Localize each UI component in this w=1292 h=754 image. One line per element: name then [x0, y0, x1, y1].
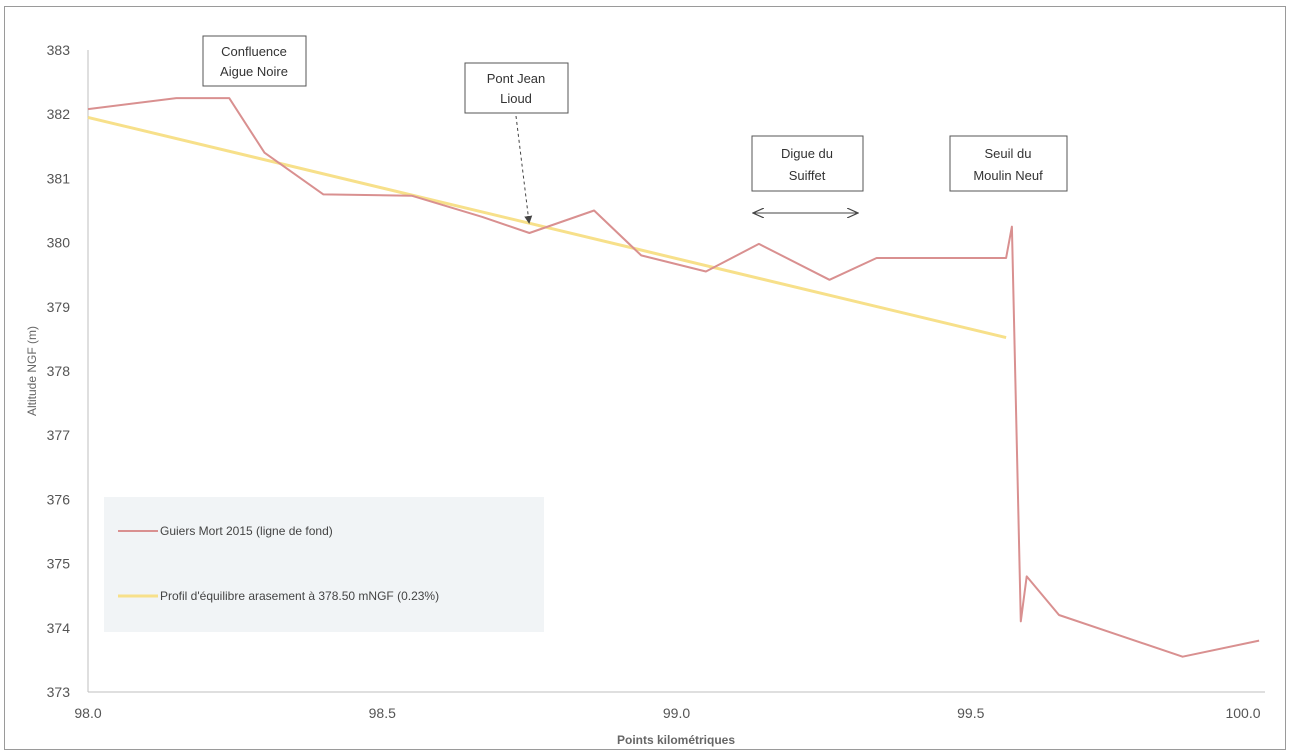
y-tick-label: 381: [47, 170, 71, 186]
y-tick-label: 378: [47, 363, 71, 379]
y-tick-label: 376: [47, 491, 71, 507]
x-tick-label: 98.0: [74, 705, 101, 721]
annotation-pont-jean-lioud: Pont Jean Lioud: [464, 62, 569, 224]
y-tick-label: 375: [47, 556, 71, 572]
legend-label-series-1: Guiers Mort 2015 (ligne de fond): [160, 524, 333, 538]
y-tick-label: 377: [47, 427, 71, 443]
annotation-line-2: Suiffet: [789, 168, 826, 183]
y-tick-label: 374: [47, 620, 71, 636]
annotation-box: [202, 35, 307, 87]
annotation-arrow: [515, 115, 533, 224]
y-tick-label: 380: [47, 235, 71, 251]
annotation-line-1: Digue du: [781, 146, 833, 161]
y-tick-label: 382: [47, 106, 71, 122]
x-axis-title: Points kilométriques: [617, 733, 735, 747]
annotation-box: [464, 62, 569, 114]
annotation-line-2: Aigue Noire: [220, 64, 288, 79]
x-tick-label: 100.0: [1225, 705, 1260, 721]
annotation-digue-du-suiffet: Digue du Suiffet: [751, 135, 864, 213]
annotation-line-2: Moulin Neuf: [973, 168, 1043, 183]
annotation-line-1: Pont Jean: [487, 71, 546, 86]
annotation-line-2: Lioud: [500, 91, 532, 106]
legend-background: [104, 497, 544, 632]
y-tick-label: 379: [47, 299, 71, 315]
series-layer: [87, 97, 1260, 658]
legend-label-series-2: Profil d'équilibre arasement à 378.50 mN…: [160, 589, 439, 603]
annotation-line-1: Confluence: [221, 44, 287, 59]
annotation-box: [949, 135, 1068, 192]
annotation-confluence: Confluence Aigue Noire: [202, 35, 307, 87]
series-line-guiers-mort: [87, 97, 1260, 658]
annotation-line-1: Seuil du: [985, 146, 1032, 161]
annotation-box: [751, 135, 864, 192]
x-tick-label: 98.5: [369, 705, 396, 721]
y-tick-label: 383: [47, 42, 71, 58]
y-axis-title: Altitude NGF (m): [25, 326, 39, 416]
x-tick-label: 99.0: [663, 705, 690, 721]
annotation-seuil-moulin-neuf: Seuil du Moulin Neuf: [949, 135, 1068, 192]
x-tick-label: 99.5: [957, 705, 984, 721]
y-tick-label: 373: [47, 684, 71, 700]
x-tick-labels: 98.0 98.5 99.0 99.5 100.0: [74, 705, 1260, 721]
y-tick-labels: 373 374 375 376 377 378 379 380 381 382 383: [47, 42, 71, 700]
